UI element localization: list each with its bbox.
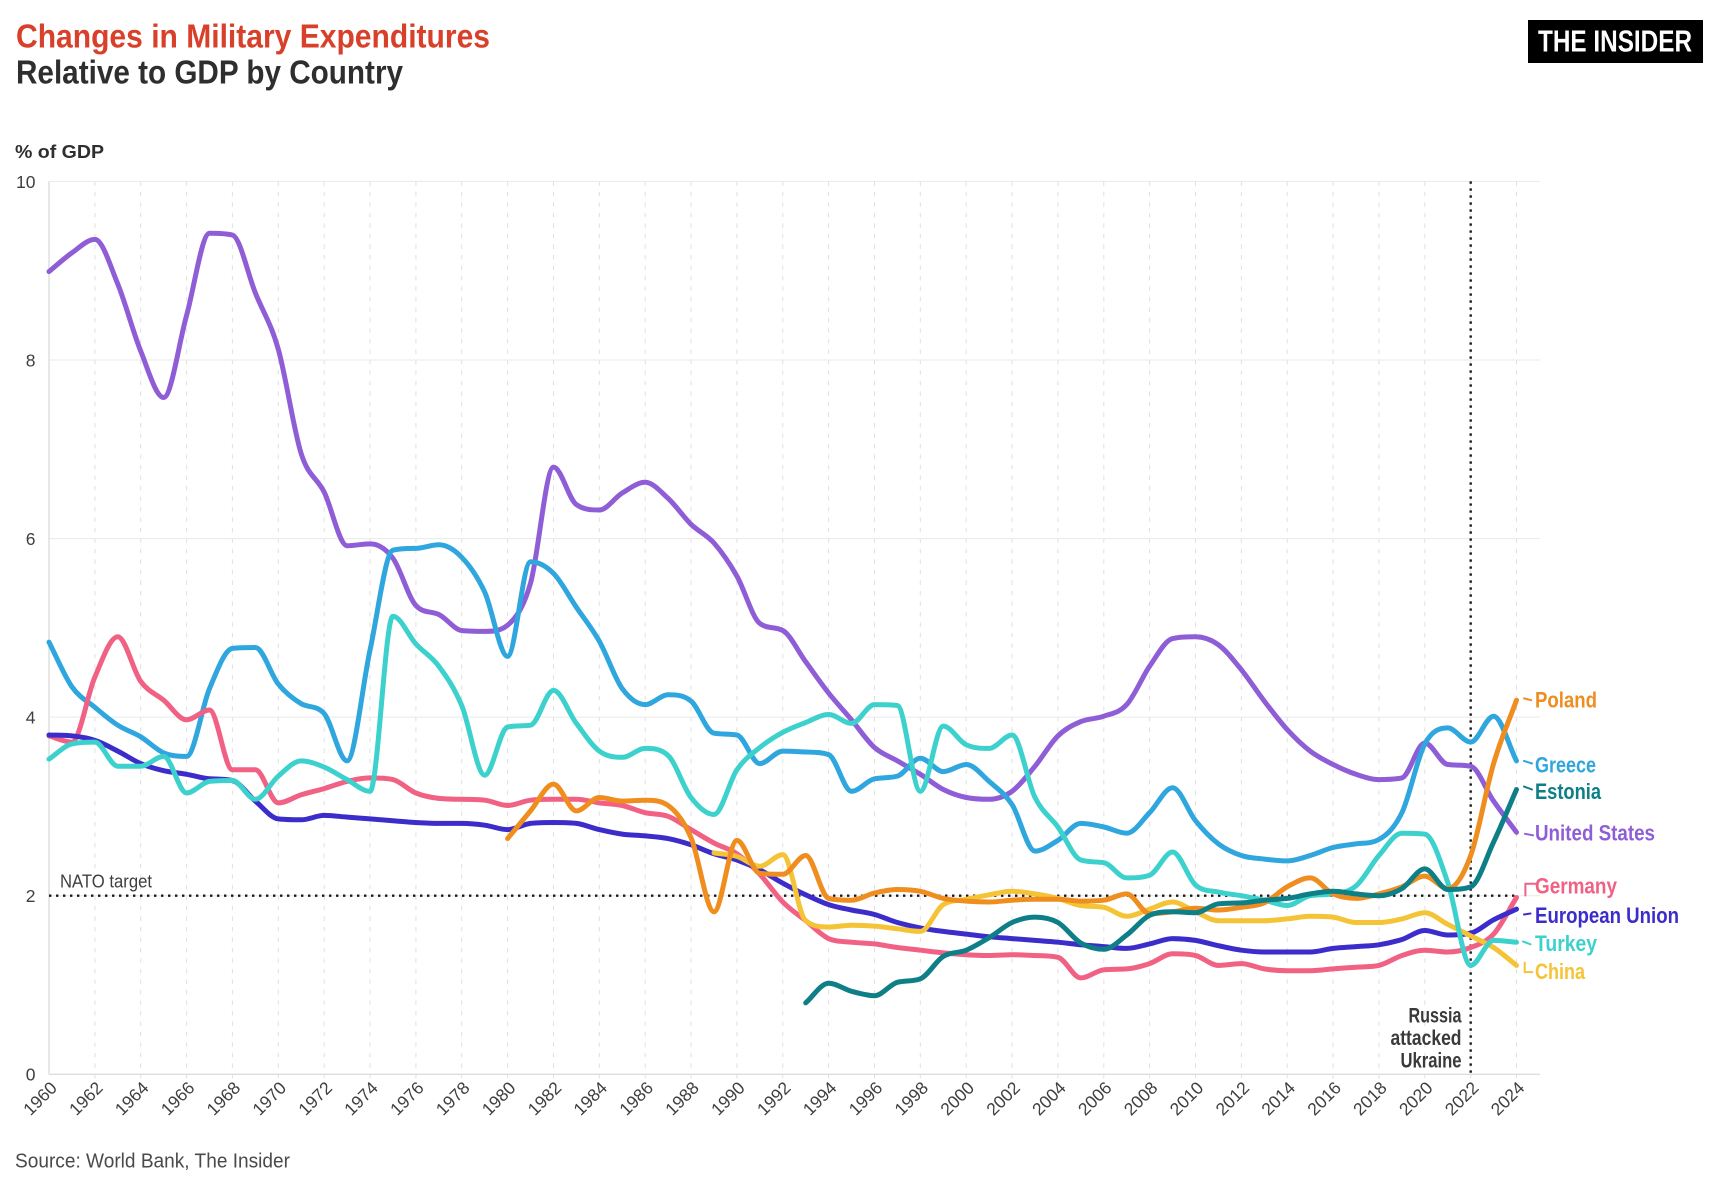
svg-text:10: 10 (16, 172, 36, 192)
svg-text:Ukraine: Ukraine (1401, 1050, 1462, 1073)
svg-text:THE INSIDER: THE INSIDER (1538, 25, 1692, 59)
svg-text:Poland: Poland (1535, 688, 1597, 713)
svg-text:4: 4 (26, 708, 36, 728)
svg-text:European Union: European Union (1535, 903, 1679, 928)
svg-text:Greece: Greece (1535, 753, 1596, 778)
svg-text:6: 6 (26, 529, 36, 549)
svg-text:NATO target: NATO target (60, 871, 152, 892)
svg-text:Estonia: Estonia (1535, 779, 1602, 804)
svg-text:China: China (1535, 959, 1586, 984)
svg-text:2: 2 (26, 886, 36, 906)
svg-text:Relative to GDP by Country: Relative to GDP by Country (16, 53, 404, 90)
svg-text:Germany: Germany (1535, 874, 1618, 899)
svg-text:Turkey: Turkey (1535, 931, 1598, 956)
svg-text:Russia: Russia (1409, 1005, 1462, 1028)
svg-text:attacked: attacked (1391, 1027, 1462, 1050)
svg-text:8: 8 (26, 350, 36, 370)
svg-text:United States: United States (1535, 821, 1655, 846)
svg-text:% of GDP: % of GDP (15, 141, 104, 162)
svg-text:Source: World Bank, The Inside: Source: World Bank, The Insider (15, 1151, 290, 1173)
svg-text:0: 0 (26, 1065, 36, 1085)
svg-text:Changes in Military Expenditur: Changes in Military Expenditures (16, 17, 490, 54)
